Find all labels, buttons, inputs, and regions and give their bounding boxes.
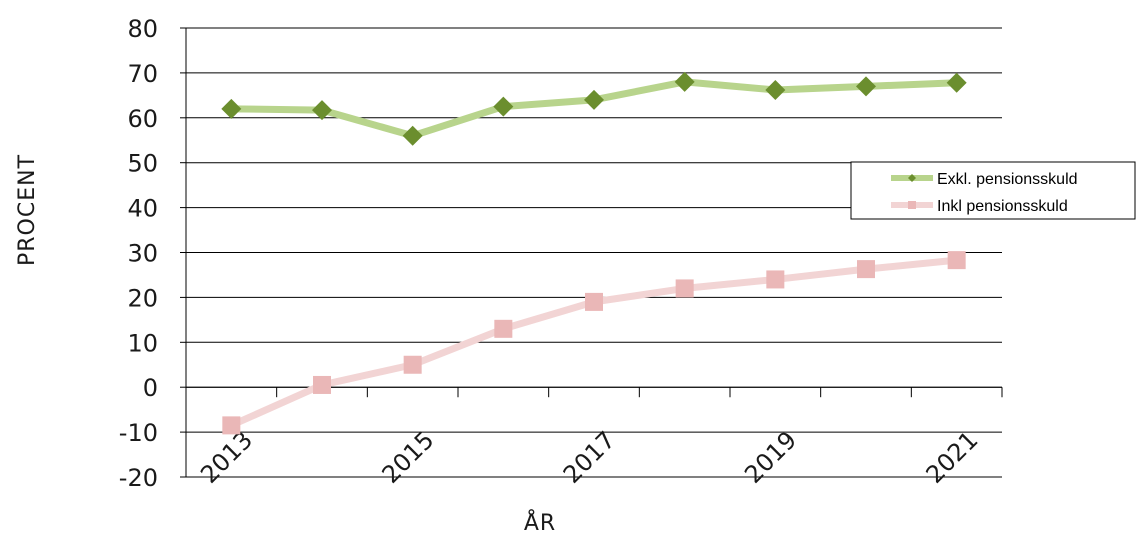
x-tick-label: 2017 — [558, 426, 621, 489]
data-point — [857, 260, 875, 279]
y-tick-label: 50 — [127, 150, 158, 178]
data-point — [493, 96, 514, 117]
data-point — [222, 416, 241, 435]
data-point — [403, 355, 422, 374]
data-point — [313, 375, 331, 394]
y-tick-label: 40 — [127, 195, 158, 223]
legend-box — [850, 161, 1136, 220]
x-tick-label: 2013 — [195, 426, 258, 489]
data-point — [856, 76, 876, 97]
data-point — [946, 72, 967, 93]
data-point — [765, 79, 786, 100]
x-tick-label: 2021 — [921, 426, 984, 489]
y-tick-label: 10 — [127, 329, 158, 357]
y-axis-title: PROCENT — [15, 154, 40, 266]
data-point — [584, 89, 604, 110]
y-tick-label: 60 — [127, 105, 158, 133]
y-tick-label: 80 — [127, 15, 158, 43]
series-group — [221, 71, 967, 435]
legend-label: Exkl. pensionsskuld — [937, 171, 1078, 188]
data-point — [675, 279, 694, 298]
y-tick-label: -10 — [119, 419, 158, 447]
data-point — [585, 292, 603, 311]
legend-item-0: Exkl. pensionsskuld — [891, 171, 1078, 188]
legend-marker — [908, 174, 916, 182]
x-axis-title: ÅR — [524, 509, 556, 533]
y-tick-label: -20 — [119, 464, 158, 492]
series-1 — [222, 251, 966, 435]
data-point — [221, 98, 242, 119]
data-point — [494, 319, 513, 338]
x-tick-labels: 2013 2015 2017 2019 2021 — [195, 426, 983, 489]
data-point — [674, 71, 695, 92]
legend-label: Inkl pensionsskuld — [937, 198, 1068, 215]
legend-item-1: Inkl pensionsskuld — [891, 198, 1068, 215]
y-tick-label: 20 — [127, 284, 158, 312]
data-point — [947, 251, 966, 270]
y-tick-label: 0 — [143, 374, 158, 402]
data-point — [402, 125, 423, 146]
y-tick-label: 30 — [127, 240, 158, 268]
y-tick-label: 70 — [127, 60, 158, 88]
y-tick-labels: -20 -10 0 10 20 30 40 50 60 70 80 — [119, 15, 158, 492]
data-point — [312, 100, 332, 121]
series-0 — [221, 71, 967, 146]
data-point — [766, 270, 785, 289]
x-tick-label: 2019 — [739, 426, 802, 489]
x-tick-label: 2015 — [377, 426, 440, 489]
legend: Exkl. pensionsskuld Inkl pensionsskuld — [850, 161, 1136, 220]
legend-marker — [908, 201, 916, 209]
